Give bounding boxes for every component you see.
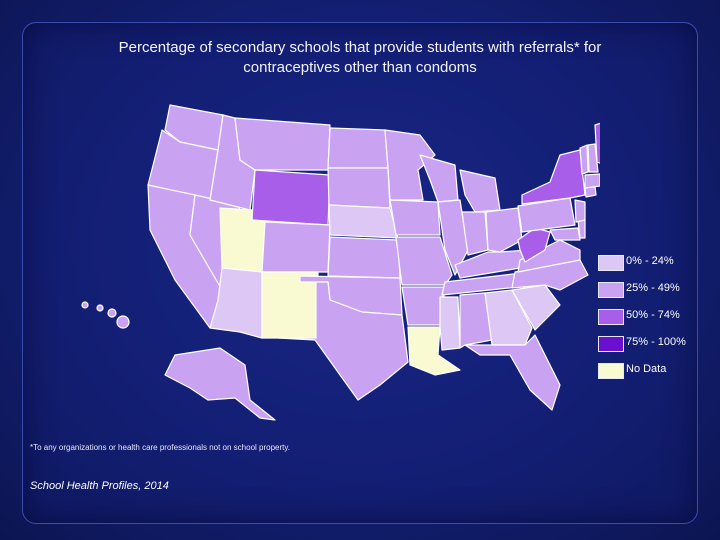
legend-label: 75% - 100% [626, 336, 686, 348]
state-arkansas [401, 286, 446, 326]
map-title: Percentage of secondary schools that pro… [40, 38, 680, 78]
state-iowa [389, 199, 441, 236]
state-hawaii-1 [81, 301, 89, 309]
legend-swatch [598, 255, 624, 271]
state-colorado [261, 221, 331, 273]
legend-swatch [598, 336, 624, 352]
state-michigan [459, 169, 501, 213]
state-georgia [484, 289, 533, 346]
state-new-york [521, 149, 586, 205]
source-citation: School Health Profiles, 2014 [30, 480, 169, 492]
legend-item: 50% - 74% [598, 306, 708, 333]
state-alabama [459, 292, 493, 349]
state-virginia [517, 239, 581, 273]
legend-swatch [598, 309, 624, 325]
state-alaska [164, 347, 276, 421]
legend-label: 50% - 74% [626, 309, 680, 321]
map-legend: 0% - 24% 25% - 49% 50% - 74% 75% - 100% No D… [598, 252, 708, 387]
state-hawaii-2 [96, 304, 104, 312]
state-florida [464, 334, 561, 411]
state-maryland [549, 227, 581, 241]
legend-swatch [598, 282, 624, 298]
legend-label: 0% - 24% [626, 255, 674, 267]
title-line-2: contraceptives other than condoms [243, 59, 477, 76]
state-wyoming [251, 169, 331, 226]
legend-item: No Data [598, 360, 708, 387]
state-maine [594, 122, 600, 164]
legend-label: 25% - 49% [626, 282, 680, 294]
state-kansas [327, 236, 401, 279]
state-north-dakota [327, 127, 389, 169]
state-massachusetts [584, 173, 600, 189]
legend-label: No Data [626, 363, 667, 375]
state-montana [234, 117, 331, 171]
state-south-dakota [327, 167, 391, 209]
state-wisconsin [419, 154, 459, 203]
legend-item: 0% - 24% [598, 252, 708, 279]
state-hawaii-3 [107, 308, 117, 318]
footnote: *To any organizations or health care pro… [30, 443, 291, 452]
state-south-carolina [511, 284, 561, 331]
legend-swatch [598, 363, 624, 379]
state-new-hampshire [587, 143, 599, 173]
state-new-jersey [574, 199, 586, 223]
legend-item: 25% - 49% [598, 279, 708, 306]
state-ohio [485, 207, 523, 253]
state-mississippi [439, 296, 461, 351]
state-nebraska [328, 204, 399, 239]
title-line-1: Percentage of secondary schools that pro… [118, 39, 602, 56]
state-texas [277, 281, 409, 401]
state-minnesota [384, 129, 436, 201]
legend-item: 75% - 100% [598, 333, 708, 360]
state-hawaii-4 [116, 315, 130, 329]
us-map [81, 104, 600, 421]
state-vermont [579, 144, 589, 175]
